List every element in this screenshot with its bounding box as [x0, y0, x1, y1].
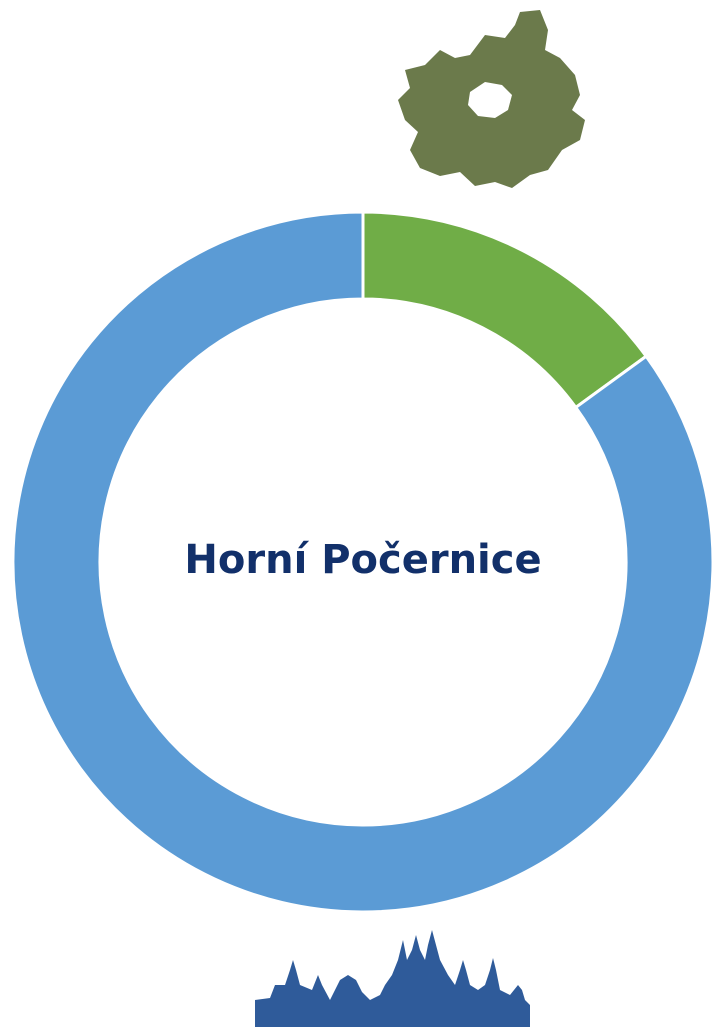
donut [11, 210, 712, 914]
chart-title: Horní Počernice [184, 537, 541, 583]
donut-slice [361, 210, 649, 410]
skyline [255, 930, 530, 1027]
donut-slice [11, 210, 712, 914]
region-map [398, 10, 585, 188]
